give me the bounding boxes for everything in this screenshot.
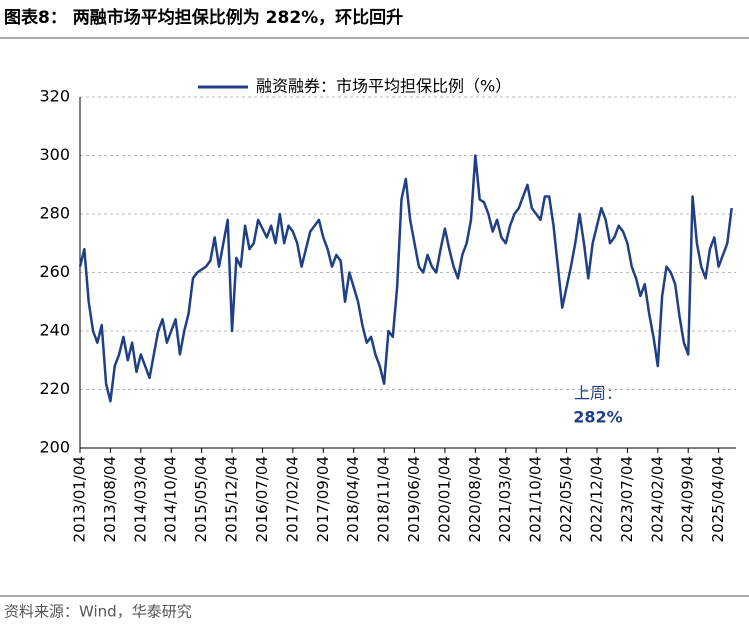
x-tick-label: 2021/10/04: [527, 456, 545, 542]
x-tick-label: 2020/08/04: [466, 456, 484, 542]
x-tick-label: 2013/01/04: [71, 456, 89, 542]
annotation: 282%: [573, 408, 622, 427]
y-tick-label: 200: [39, 438, 70, 457]
y-tick-label: 320: [39, 87, 70, 106]
x-tick-label: 2018/11/04: [375, 456, 393, 542]
x-tick-label: 2014/10/04: [162, 456, 180, 542]
x-tick-label: 2015/12/04: [223, 456, 241, 542]
x-tick-label: 2024/09/04: [679, 456, 697, 542]
y-tick-label: 300: [39, 145, 70, 164]
x-tick-label: 2020/01/04: [435, 456, 453, 542]
y-tick-label: 260: [39, 262, 70, 281]
x-tick-label: 2021/03/04: [496, 456, 514, 542]
x-tick-label: 2023/07/04: [618, 456, 636, 542]
y-tick-label: 240: [39, 321, 70, 340]
x-tick-label: 2013/08/04: [101, 456, 119, 542]
x-tick-label: 2025/04/04: [709, 456, 727, 542]
x-tick-label: 2017/09/04: [314, 456, 332, 542]
x-tick-label: 2018/04/04: [344, 456, 362, 542]
x-tick-label: 2016/07/04: [253, 456, 271, 542]
x-tick-label: 2022/12/04: [587, 456, 605, 542]
x-tick-label: 2024/02/04: [648, 456, 666, 542]
legend-label: 融资融券：市场平均担保比例（%）: [256, 77, 511, 96]
annotation: 上周：: [574, 384, 622, 403]
y-tick-label: 280: [39, 204, 70, 223]
series-line: [78, 154, 733, 403]
source-note: 资料来源：Wind，华泰研究: [4, 603, 192, 621]
y-tick-label: 220: [39, 379, 70, 398]
x-tick-label: 2022/05/04: [557, 456, 575, 542]
x-tick-label: 2019/06/04: [405, 456, 423, 542]
x-tick-label: 2017/02/04: [283, 456, 301, 542]
x-tick-label: 2014/03/04: [131, 456, 149, 542]
x-tick-label: 2015/05/04: [192, 456, 210, 542]
chart-title: 图表8： 两融市场平均担保比例为 282%，环比回升: [4, 7, 403, 28]
